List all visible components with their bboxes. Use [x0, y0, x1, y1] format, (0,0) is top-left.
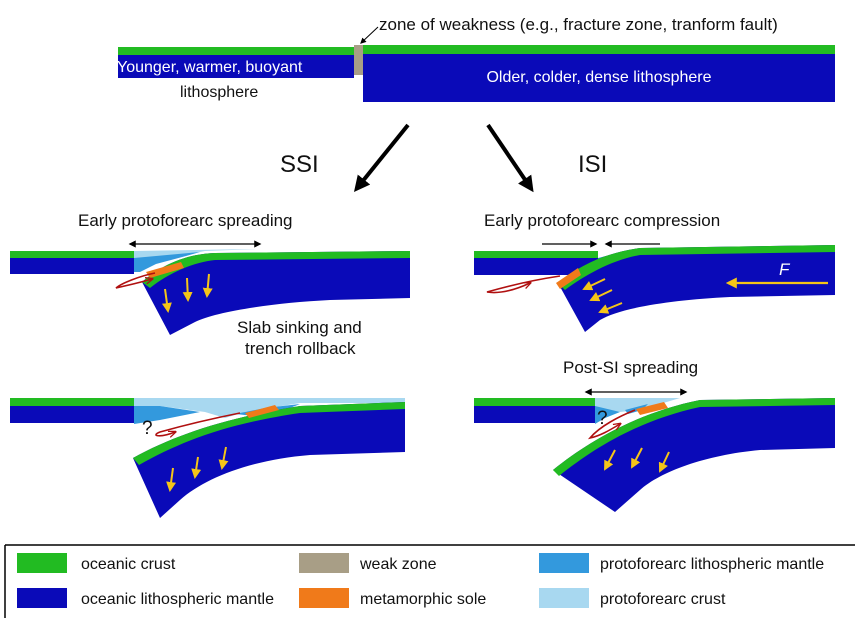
protoforearc-mantle	[134, 252, 200, 272]
slab-text-line2: trench rollback	[245, 339, 356, 358]
force-label: F	[779, 260, 791, 279]
protoforearc-mantle	[595, 406, 620, 424]
sink-arrow-3	[658, 451, 670, 473]
slab-crust	[558, 245, 835, 290]
sink-arrow-1	[604, 449, 616, 471]
legend-label-protoforearc-crust: protoforearc crust	[600, 591, 726, 608]
ssi-label: SSI	[280, 151, 319, 178]
compress-arrow-3	[598, 302, 623, 314]
legend-label-oceanic-mantle: oceanic lithospheric mantle	[81, 591, 274, 608]
metamorphic-sole	[556, 268, 581, 289]
isi-branch-arrow	[486, 123, 534, 193]
younger-crust	[118, 47, 354, 55]
left-plate-mantle	[474, 406, 595, 423]
left-plate-mantle	[10, 406, 134, 423]
younger-label-line2: lithosphere	[180, 84, 258, 101]
younger-label-line1: Younger, warmer, buoyant	[117, 59, 303, 76]
protoforearc-mantle	[134, 406, 200, 424]
younger-mantle	[118, 55, 354, 78]
slab-mantle	[133, 402, 405, 518]
panel-isi-early: Early protoforearc compression F	[474, 211, 835, 332]
top-diagram: zone of weakness (e.g., fracture zone, t…	[117, 15, 835, 102]
legend-label-weak-zone: weak zone	[359, 556, 437, 573]
ssi-early-title: Early protoforearc spreading	[78, 211, 293, 230]
sink-arrow-1	[161, 288, 172, 313]
metamorphic-sole	[146, 262, 184, 278]
isi-early-title: Early protoforearc compression	[484, 211, 720, 230]
metamorphic-sole	[636, 402, 668, 415]
isi-label: ISI	[578, 151, 607, 178]
compress-arrow-2	[589, 289, 613, 302]
question-mark: ?	[597, 408, 608, 429]
ssi-branch-arrow	[353, 123, 410, 192]
mantle-flow-red	[155, 412, 241, 436]
protoforearc-crust	[595, 398, 680, 412]
panel-isi-post: Post-SI spreading ?	[474, 358, 835, 512]
left-plate-mantle	[474, 258, 598, 275]
slab-mantle	[558, 245, 835, 332]
mantle-flow-red	[587, 409, 636, 440]
left-plate-crust	[474, 398, 595, 406]
left-plate-crust	[474, 251, 598, 258]
sink-arrow-2	[631, 447, 643, 469]
slab-crust	[133, 402, 405, 465]
legend-label-oceanic-crust: oceanic crust	[81, 556, 176, 573]
weakness-leader-line	[360, 26, 379, 44]
legend-label-protoforearc-mantle: protoforearc lithospheric mantle	[600, 556, 824, 573]
question-mark: ?	[142, 418, 153, 439]
protoforearc-crust	[134, 398, 405, 418]
legend-swatch-oceanic-crust	[17, 553, 67, 573]
mantle-flow-red	[115, 272, 156, 289]
compress-arrow-1	[582, 278, 606, 291]
sink-arrow-2	[191, 456, 202, 479]
slab-crust	[553, 398, 835, 476]
legend-swatch-protoforearc-mantle	[539, 553, 589, 573]
legend: oceanic crust weak zone protoforearc lit…	[4, 544, 855, 618]
slab-text-line1: Slab sinking and	[237, 318, 362, 337]
left-plate-mantle	[10, 258, 134, 274]
legend-label-metamorphic-sole: metamorphic sole	[360, 591, 486, 608]
sink-arrow-3	[218, 446, 229, 470]
left-plate-crust	[10, 398, 134, 406]
left-plate-crust	[10, 251, 134, 258]
older-crust	[363, 45, 835, 54]
panel-ssi-early: Early protoforearc spreading Slab sinkin…	[10, 211, 410, 358]
panel-ssi-late: ?	[10, 398, 405, 518]
older-mantle	[363, 54, 835, 102]
sink-arrow-3	[202, 273, 213, 298]
slab-crust	[142, 251, 410, 288]
sink-arrow-2	[182, 277, 193, 302]
legend-swatch-oceanic-mantle	[17, 588, 67, 608]
older-label: Older, colder, dense lithosphere	[486, 69, 711, 86]
mantle-flow-red	[486, 275, 561, 294]
legend-swatch-metamorphic-sole	[299, 588, 349, 608]
protoforearc-crust	[134, 249, 258, 268]
weakness-label: zone of weakness (e.g., fracture zone, t…	[379, 15, 778, 34]
weak-zone-block	[354, 45, 363, 75]
metamorphic-sole	[245, 405, 279, 418]
branch-arrows: SSI ISI	[280, 123, 607, 193]
legend-swatch-weak-zone	[299, 553, 349, 573]
legend-swatch-protoforearc-crust	[539, 588, 589, 608]
slab-mantle	[142, 251, 410, 335]
isi-post-title: Post-SI spreading	[563, 358, 698, 377]
sink-arrow-1	[166, 467, 177, 492]
